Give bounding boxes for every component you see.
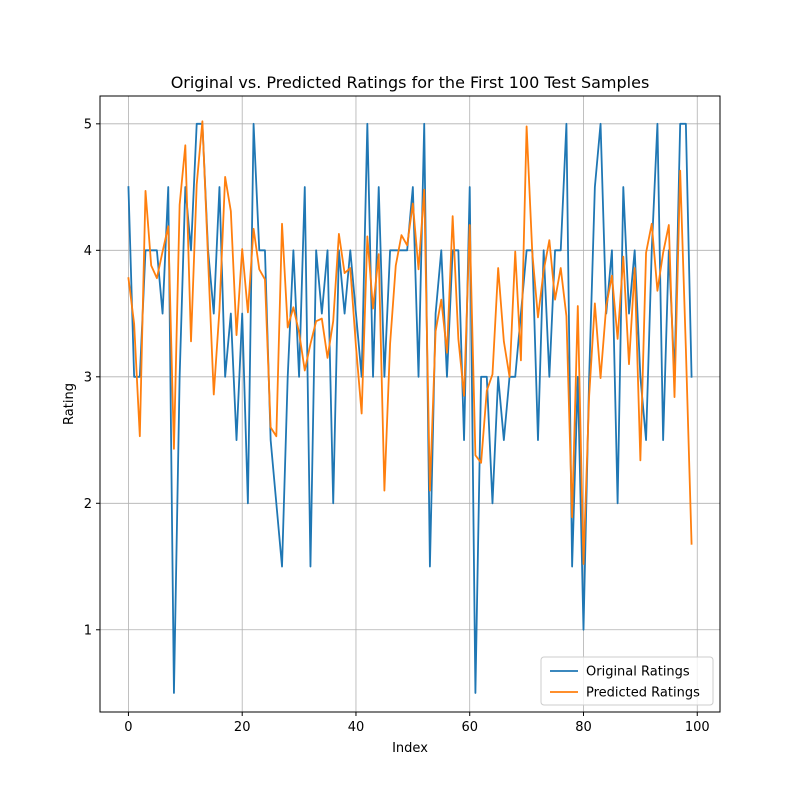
legend-label: Predicted Ratings bbox=[586, 686, 700, 701]
series-line-predicted-ratings bbox=[127, 120, 693, 565]
x-tick-label: 40 bbox=[348, 720, 365, 735]
legend-box bbox=[540, 656, 714, 706]
y-axis-label: Rating bbox=[62, 383, 77, 425]
x-tick-label: 20 bbox=[234, 720, 251, 735]
x-axis-label: Index bbox=[392, 741, 428, 756]
y-tick-label: 2 bbox=[84, 497, 92, 512]
x-tick-label: 0 bbox=[124, 720, 132, 735]
legend-label: Original Ratings bbox=[586, 665, 690, 680]
y-tick-label: 4 bbox=[84, 244, 92, 259]
x-tick-label: 60 bbox=[461, 720, 478, 735]
legend: Original Ratings Predicted Ratings bbox=[540, 656, 714, 706]
y-tick-label: 5 bbox=[84, 117, 92, 132]
chart-title: Original vs. Predicted Ratings for the F… bbox=[171, 73, 650, 92]
y-tick-label: 1 bbox=[84, 623, 92, 638]
grid-lines bbox=[100, 96, 720, 712]
plot-frame bbox=[99, 95, 721, 713]
axis-ticks: 0 20 40 60 80 100 1 2 3 4 5 bbox=[84, 117, 710, 735]
y-tick-label: 3 bbox=[84, 370, 92, 385]
series-layer bbox=[127, 120, 693, 694]
x-tick-label: 80 bbox=[575, 720, 592, 735]
x-tick-label: 100 bbox=[685, 720, 710, 735]
